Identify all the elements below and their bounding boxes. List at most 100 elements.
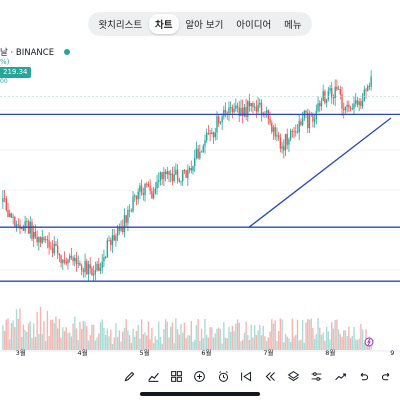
candle-body	[103, 257, 105, 262]
candle-body	[221, 116, 223, 123]
candle-body	[236, 105, 239, 108]
pencil-icon[interactable]	[118, 366, 141, 386]
candle-body	[106, 240, 109, 258]
candle-body	[211, 132, 213, 135]
candle-body	[185, 170, 187, 178]
tab-ideas[interactable]: 아이디어	[236, 20, 272, 31]
volume-bar	[65, 327, 67, 350]
candle-body	[207, 132, 210, 134]
volume-bar	[288, 338, 290, 350]
volume-bar	[82, 320, 85, 350]
volume-bar	[264, 336, 266, 350]
candle-body	[34, 231, 37, 237]
candle-body	[154, 188, 157, 194]
volume-bar	[247, 334, 249, 350]
volume-bar	[355, 339, 357, 350]
volume-bar	[106, 328, 109, 350]
indicators-icon[interactable]	[141, 366, 164, 386]
volume-bar	[166, 321, 169, 350]
candle-body	[116, 227, 119, 236]
candle-body	[351, 108, 354, 110]
price-badge: 219.34	[0, 67, 31, 78]
alarm-icon[interactable]	[212, 366, 235, 386]
symbol-info[interactable]: 날 · BINANCE	[0, 45, 71, 59]
volume-bar	[293, 336, 295, 350]
redo-icon[interactable]	[375, 366, 398, 386]
tab-chart[interactable]: 차트	[149, 14, 179, 34]
volume-bar	[127, 330, 129, 350]
candle-body	[74, 258, 76, 262]
volume-bar	[312, 328, 314, 350]
volume-bar	[146, 335, 148, 350]
candle-body	[38, 237, 40, 243]
candle-body	[224, 109, 227, 113]
volume-bar	[113, 337, 115, 350]
candle-body	[60, 255, 62, 264]
tab-explore[interactable]: 알아 보기	[185, 20, 224, 31]
volume-bar	[361, 329, 364, 350]
trend-icon[interactable]	[329, 366, 352, 386]
volume-bar	[26, 331, 28, 350]
volume-bar	[236, 319, 239, 350]
candle-body	[281, 146, 283, 149]
volume-bar	[158, 321, 160, 350]
volume-bar	[67, 333, 69, 350]
candle-body	[132, 196, 134, 212]
volume-bar	[341, 337, 343, 350]
candle-body	[87, 264, 90, 275]
x-axis-label: 9	[390, 349, 394, 357]
volume-bar	[327, 331, 330, 350]
candle-body	[226, 112, 228, 114]
volume-bar	[139, 338, 141, 350]
candle-body	[70, 255, 73, 258]
price-chart[interactable]: 3월 4월 5월 6월 7월 8월 9	[0, 40, 400, 360]
candle-body	[14, 216, 16, 227]
candle-body	[65, 261, 67, 264]
candle-body	[368, 85, 371, 87]
tab-bar: 왓치리스트 차트 알아 보기 아이디어 메뉴	[88, 12, 312, 36]
volume-bar	[267, 337, 270, 350]
candle-body	[166, 171, 169, 175]
volume-bar	[19, 308, 21, 350]
tab-menu[interactable]: 메뉴	[284, 20, 302, 31]
volume-bar	[245, 321, 247, 350]
settings-sliders-icon[interactable]	[305, 366, 328, 386]
candle-body	[313, 119, 316, 122]
candle-body	[269, 118, 271, 123]
volume-bar	[115, 323, 117, 350]
candle-body	[152, 193, 155, 199]
candle-body	[187, 169, 189, 178]
rewind-icon[interactable]	[258, 366, 281, 386]
volume-bar	[226, 338, 228, 350]
candle-body	[355, 100, 357, 104]
add-icon[interactable]	[188, 366, 211, 386]
candle-body	[110, 240, 112, 245]
volume-bar	[183, 322, 186, 350]
volume-bar	[68, 332, 71, 350]
candle-body	[315, 110, 318, 120]
templates-icon[interactable]	[165, 366, 188, 386]
volume-bar	[154, 336, 157, 350]
volume-bar	[217, 327, 220, 350]
volume-bar	[140, 319, 143, 350]
volume-bar	[3, 330, 6, 350]
volume-bar	[77, 340, 79, 350]
replay-icon[interactable]	[235, 366, 258, 386]
candle-body	[279, 137, 282, 149]
volume-bar	[308, 319, 311, 350]
candle-body	[111, 235, 114, 245]
volume-bar	[180, 324, 182, 350]
volume-bar	[123, 328, 126, 350]
candle-body	[370, 76, 372, 87]
candle-body	[296, 131, 299, 133]
x-axis-label: 6월	[201, 348, 211, 357]
candle-body	[260, 102, 263, 116]
undo-icon[interactable]	[352, 366, 375, 386]
tab-watchlist[interactable]: 왓치리스트	[98, 20, 143, 31]
candle-body	[24, 221, 26, 231]
volume-bar	[344, 330, 347, 350]
volume-bar	[356, 340, 359, 350]
volume-bar	[116, 336, 119, 350]
layers-icon[interactable]	[282, 366, 305, 386]
candle-body	[149, 186, 151, 191]
